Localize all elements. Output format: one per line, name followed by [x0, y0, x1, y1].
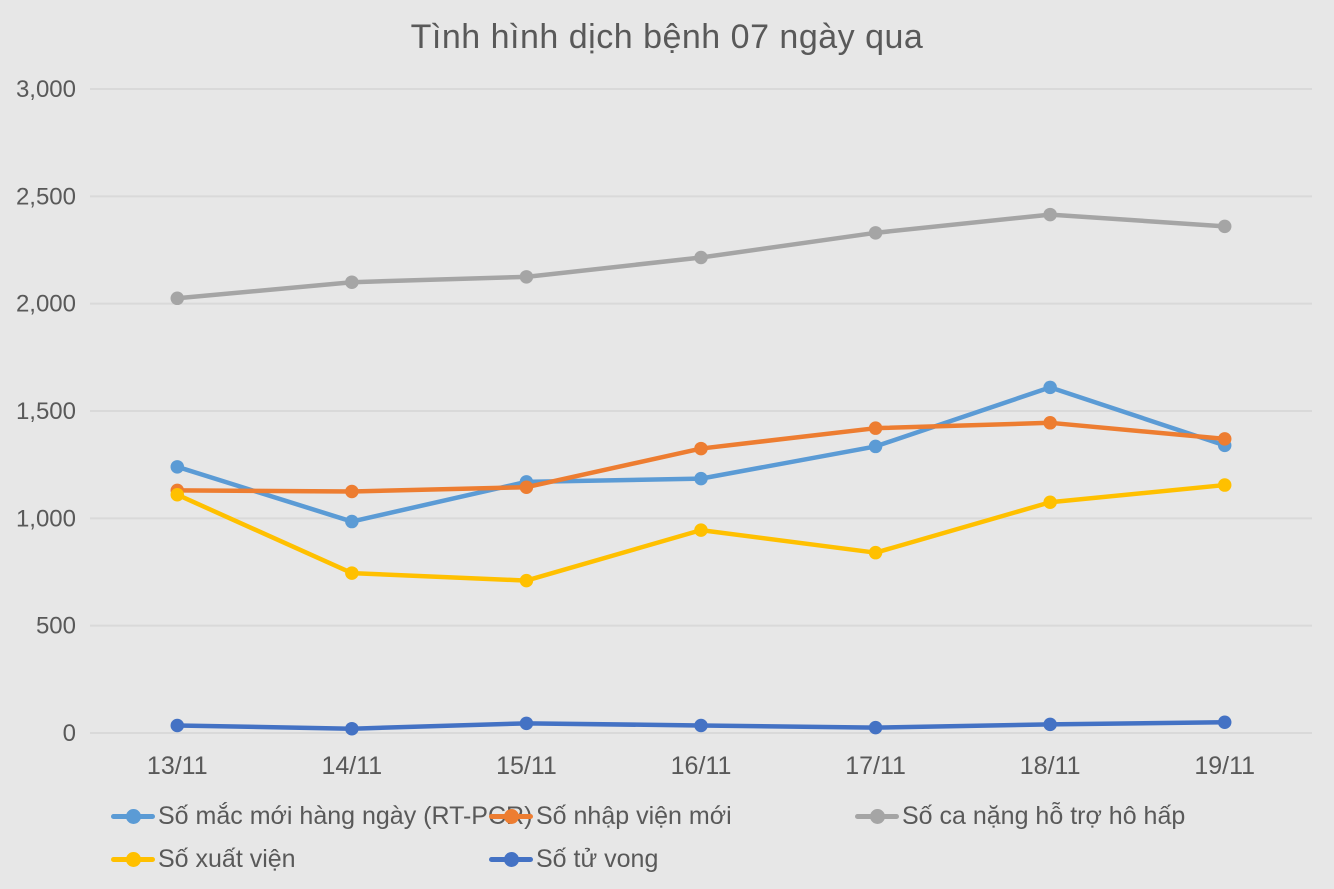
- x-tick-label: 15/11: [496, 752, 557, 780]
- x-tick-label: 18/11: [1020, 752, 1081, 780]
- x-tick-label: 14/11: [321, 752, 382, 780]
- data-point[interactable]: [345, 275, 359, 289]
- data-point[interactable]: [519, 270, 534, 284]
- legend-marker-icon: [111, 851, 155, 867]
- data-point[interactable]: [1217, 478, 1232, 492]
- data-point[interactable]: [519, 573, 534, 588]
- data-point[interactable]: [519, 716, 534, 731]
- data-point[interactable]: [345, 514, 359, 529]
- data-point[interactable]: [694, 471, 708, 486]
- data-point[interactable]: [170, 487, 185, 502]
- data-point[interactable]: [1043, 495, 1057, 509]
- data-point[interactable]: [170, 291, 185, 306]
- legend-marker-icon: [111, 808, 155, 824]
- y-tick-label: 1,000: [16, 505, 76, 532]
- data-point[interactable]: [694, 523, 708, 537]
- data-point[interactable]: [345, 721, 359, 736]
- data-point[interactable]: [868, 439, 883, 454]
- chart-title: Tình hình dịch bệnh 07 ngày qua: [410, 18, 924, 56]
- legend-dot-icon: [125, 851, 141, 867]
- data-point[interactable]: [170, 718, 185, 733]
- legend-item-deaths[interactable]: Số tử vong: [489, 844, 658, 874]
- legend-marker-icon: [489, 808, 533, 824]
- legend-dot-icon: [869, 808, 885, 824]
- data-point[interactable]: [1217, 432, 1232, 446]
- data-point[interactable]: [1217, 219, 1232, 234]
- data-point[interactable]: [345, 484, 359, 499]
- y-tick-label: 3,000: [16, 76, 76, 103]
- y-tick-label: 2,000: [16, 291, 76, 318]
- legend-item-new-admissions[interactable]: Số nhập viện mới: [489, 801, 732, 831]
- data-point[interactable]: [868, 421, 883, 435]
- data-point[interactable]: [694, 250, 708, 265]
- data-point[interactable]: [868, 226, 883, 240]
- legend-dot-icon: [125, 808, 141, 824]
- y-tick-label: 1,500: [16, 398, 76, 425]
- legend-label: Số nhập viện mới: [536, 801, 732, 830]
- data-point[interactable]: [345, 566, 359, 580]
- legend-item-severe-cases[interactable]: Số ca nặng hỗ trợ hô hấp: [855, 801, 1185, 831]
- x-tick-label: 16/11: [671, 752, 732, 780]
- y-tick-label: 2,500: [16, 183, 76, 210]
- data-point[interactable]: [694, 718, 708, 733]
- y-tick-label: 500: [36, 613, 76, 640]
- data-point[interactable]: [868, 720, 883, 735]
- x-tick-label: 13/11: [147, 752, 208, 780]
- data-point[interactable]: [519, 480, 534, 494]
- legend-label: Số ca nặng hỗ trợ hô hấp: [902, 801, 1186, 830]
- x-tick-label: 17/11: [845, 752, 906, 780]
- data-point[interactable]: [1043, 717, 1057, 732]
- legend-label: Số tử vong: [536, 844, 659, 873]
- data-point[interactable]: [1043, 416, 1057, 430]
- legend-label: Số mắc mới hàng ngày (RT-PCR): [158, 801, 533, 830]
- data-point[interactable]: [868, 545, 883, 560]
- y-tick-label: 0: [63, 720, 76, 747]
- data-point[interactable]: [1043, 380, 1057, 395]
- data-point[interactable]: [694, 441, 708, 456]
- data-point[interactable]: [1217, 715, 1232, 730]
- data-point[interactable]: [170, 460, 185, 474]
- legend-item-discharged[interactable]: Số xuất viện: [111, 844, 296, 874]
- legend-marker-icon: [489, 851, 533, 867]
- x-tick-label: 19/11: [1194, 752, 1255, 780]
- legend-dot-icon: [503, 808, 519, 824]
- data-point[interactable]: [1043, 207, 1057, 222]
- legend-label: Số xuất viện: [158, 844, 296, 873]
- legend-dot-icon: [503, 851, 519, 867]
- legend-item-new-cases[interactable]: Số mắc mới hàng ngày (RT-PCR): [111, 801, 532, 831]
- legend-marker-icon: [855, 808, 899, 824]
